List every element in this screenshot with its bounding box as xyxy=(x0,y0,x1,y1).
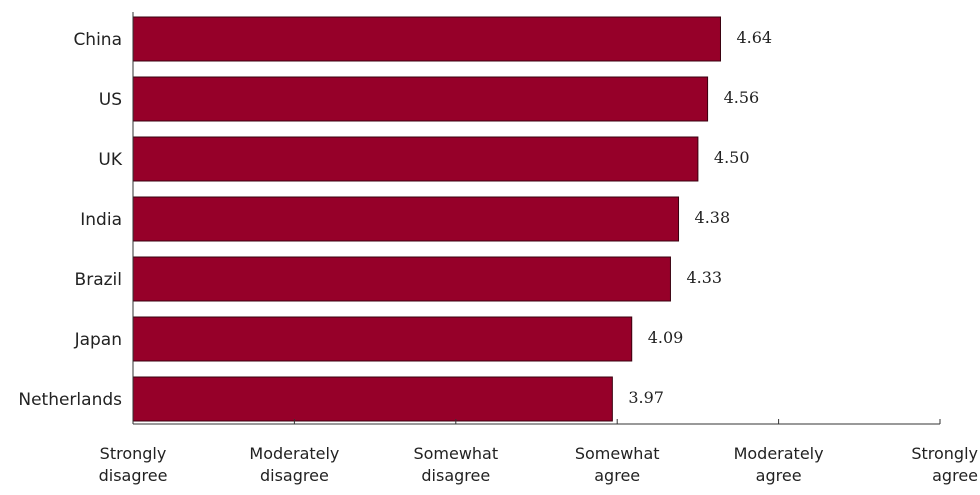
category-label-us: US xyxy=(99,90,122,110)
bar-brazil xyxy=(132,256,671,302)
x-tick-label-line2: agree xyxy=(932,466,978,485)
x-tick-label-line1: Moderately xyxy=(734,444,824,463)
x-tick-label: Strongly disagree xyxy=(99,444,168,485)
x-tick-label-line1: Somewhat xyxy=(575,444,660,463)
labels-layer: China 4.64 US 4.56 UK 4.50 India 4.38 Brazil 4.33… xyxy=(18,28,978,485)
x-tick-label-line1: Strongly xyxy=(100,444,167,463)
bar-japan xyxy=(132,316,633,362)
bar-china xyxy=(132,16,721,62)
value-label-brazil: 4.33 xyxy=(686,268,722,287)
x-tick-label: Somewhat disagree xyxy=(413,444,498,485)
x-tick-label-line1: Somewhat xyxy=(413,444,498,463)
value-label-china: 4.64 xyxy=(736,28,772,47)
bar-india xyxy=(132,196,680,242)
axes-layer xyxy=(132,12,941,425)
category-label-china: China xyxy=(73,30,122,50)
bars-layer xyxy=(132,16,721,422)
x-tick-label-line1: Moderately xyxy=(249,444,339,463)
category-label-netherlands: Netherlands xyxy=(18,390,122,410)
value-label-uk: 4.50 xyxy=(714,148,750,167)
value-label-japan: 4.09 xyxy=(648,328,684,347)
x-tick-label: Strongly agree xyxy=(911,444,978,485)
category-label-india: India xyxy=(80,210,122,230)
x-tick-label: Moderately disagree xyxy=(249,444,339,485)
x-tick-label-line2: disagree xyxy=(421,466,490,485)
x-tick-label-line2: disagree xyxy=(99,466,168,485)
category-label-japan: Japan xyxy=(74,330,122,350)
x-tick-label-line2: agree xyxy=(594,466,640,485)
x-tick-label-line2: agree xyxy=(756,466,802,485)
x-tick-label: Somewhat agree xyxy=(575,444,660,485)
category-label-uk: UK xyxy=(98,150,122,170)
bar-us xyxy=(132,76,709,122)
x-tick-label-line2: disagree xyxy=(260,466,329,485)
x-tick-label-line1: Strongly xyxy=(911,444,978,463)
x-tick-label: Moderately agree xyxy=(734,444,824,485)
value-label-us: 4.56 xyxy=(724,88,760,107)
bar-uk xyxy=(132,136,699,182)
value-label-india: 4.38 xyxy=(695,208,731,227)
category-label-brazil: Brazil xyxy=(75,270,122,290)
bar-netherlands xyxy=(132,376,613,422)
value-label-netherlands: 3.97 xyxy=(628,388,664,407)
